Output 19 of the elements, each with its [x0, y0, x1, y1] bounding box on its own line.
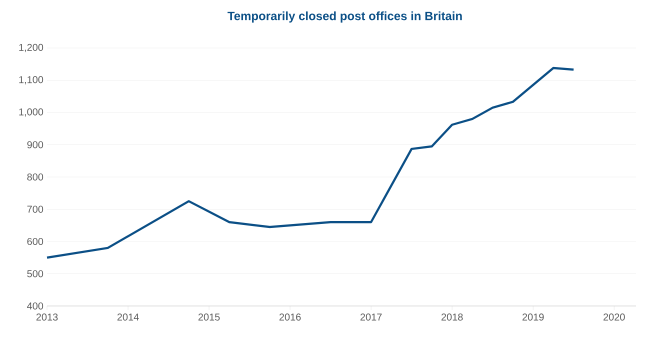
y-tick-label: 600: [27, 238, 44, 246]
chart-title: Temporarily closed post offices in Britain: [228, 11, 462, 23]
line-series: [46, 66, 575, 259]
y-tick-label: 700: [27, 206, 44, 213]
x-tick-label: 2014: [117, 314, 139, 321]
y-tick-label: 400: [27, 302, 44, 310]
x-tick-label: 2020: [604, 314, 625, 321]
x-tick-label: 2018: [441, 314, 463, 321]
x-tick-label: 2017: [360, 314, 382, 321]
y-tick-label: 1,100: [19, 76, 44, 84]
y-tick-label: 500: [27, 270, 44, 278]
y-tick-label: 1,200: [19, 44, 44, 52]
x-tick-label: 2013: [36, 314, 58, 321]
x-tick-label: 2015: [198, 314, 220, 321]
y-tick-label: 1,000: [19, 108, 44, 117]
x-tick-label: 2019: [522, 314, 544, 321]
x-tick-label: 2016: [279, 314, 301, 321]
y-tick-label: 800: [27, 173, 44, 181]
y-tick-label: 900: [27, 141, 44, 148]
